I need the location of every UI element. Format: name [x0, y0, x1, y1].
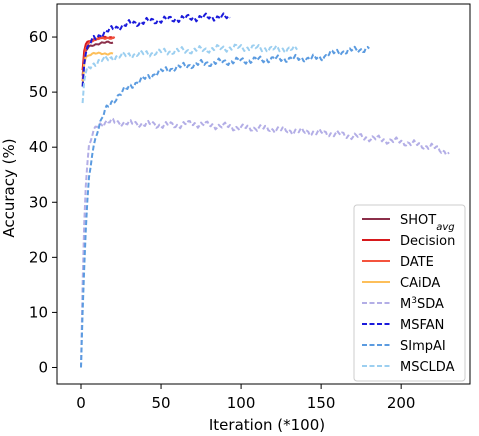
- legend-label-caida: CAiDA: [400, 276, 440, 291]
- series-line-m3sda: [80, 117, 450, 368]
- y-tick-label: 30: [29, 193, 48, 211]
- y-tick-label: 40: [29, 138, 48, 156]
- y-axis-label: Accuracy (%): [0, 138, 18, 237]
- axes: 0 50 100 150 200 0 10 20 30 40 50 60: [29, 3, 471, 412]
- y-tick-label: 60: [29, 28, 48, 46]
- legend-label-msfan: MSFAN: [400, 318, 444, 333]
- legend-box: [353, 204, 466, 382]
- y-tick-label: 20: [29, 248, 48, 266]
- legend-label-shot: SHOTavg: [400, 213, 455, 233]
- x-tick-label: 100: [227, 394, 256, 412]
- y-tick-label: 0: [38, 358, 48, 376]
- y-tick-label: 50: [29, 83, 48, 101]
- legend-label-simpai: SImpAI: [400, 339, 446, 354]
- x-axis-label: Iteration (*100): [209, 416, 325, 434]
- x-tick-label: 150: [307, 394, 336, 412]
- x-tick-label: 0: [76, 394, 86, 412]
- legend-label-msclda: MSCLDA: [400, 360, 455, 375]
- series-line-msfan: [81, 12, 231, 87]
- legend-label-m3sda: M3SDA: [400, 296, 444, 312]
- plot-frame: [56, 3, 471, 385]
- legend-label-decision: Decision: [400, 234, 455, 249]
- x-tick-label: 50: [152, 394, 171, 412]
- plot-area: [80, 12, 450, 368]
- legend-label-date: DATE: [400, 255, 434, 270]
- series-line-caida: [81, 51, 114, 87]
- series-line-simpai: [80, 45, 370, 368]
- y-tick-label: 10: [29, 303, 48, 321]
- series-line-msclda: [81, 43, 298, 104]
- x-tick-label: 200: [387, 394, 416, 412]
